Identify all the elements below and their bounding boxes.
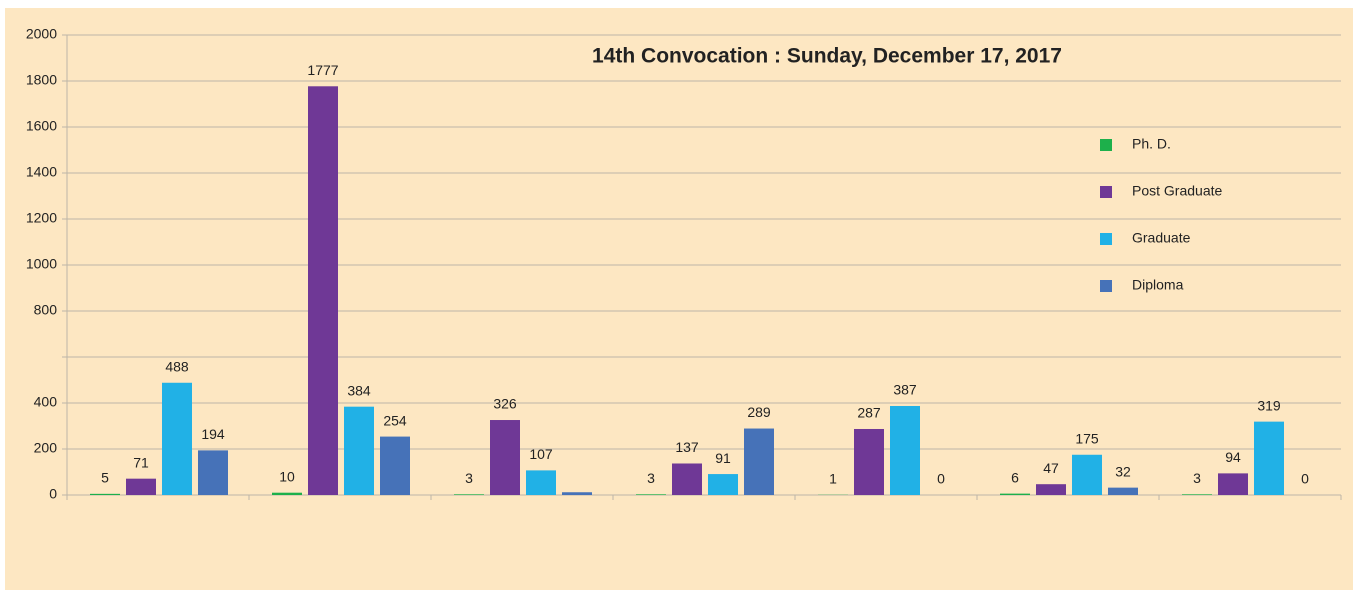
y-tick-label: 1400: [26, 164, 57, 180]
data-label: 289: [747, 404, 771, 420]
data-label: 0: [1301, 471, 1309, 487]
bar: [162, 382, 192, 495]
data-label: 254: [383, 412, 407, 428]
bar: [308, 86, 338, 495]
data-label: 319: [1257, 397, 1281, 413]
bar: [1254, 421, 1284, 495]
bar: [562, 492, 592, 495]
data-label: 6: [1011, 469, 1019, 485]
data-label: 71: [133, 454, 149, 470]
legend-swatch: [1100, 280, 1112, 292]
bar: [890, 405, 920, 495]
bar: [1218, 473, 1248, 495]
bar: [1108, 487, 1138, 495]
data-label: 384: [347, 382, 371, 398]
y-tick-label: 1000: [26, 256, 57, 272]
data-label: 194: [201, 426, 225, 442]
bar: [490, 420, 520, 495]
data-label: 10: [279, 468, 295, 484]
data-label: 287: [857, 405, 881, 421]
data-label: 5: [101, 470, 109, 486]
bar: [854, 428, 884, 495]
data-label: 91: [715, 450, 731, 466]
chart-background: [5, 8, 1353, 590]
legend-label: Post Graduate: [1132, 183, 1222, 199]
y-tick-label: 0: [49, 486, 57, 502]
bar: [708, 474, 738, 495]
data-label: 32: [1115, 463, 1131, 479]
data-label: 326: [493, 396, 517, 412]
data-label: 3: [465, 470, 473, 486]
bar: [636, 494, 666, 495]
data-label: 137: [675, 439, 699, 455]
bar: [380, 436, 410, 495]
legend-label: Ph. D.: [1132, 136, 1171, 152]
y-tick-label: 1200: [26, 210, 57, 226]
bar: [126, 478, 156, 495]
y-tick-label: 800: [34, 302, 58, 318]
data-label: 107: [529, 446, 553, 462]
y-tick-label: 1600: [26, 118, 57, 134]
legend-label: Diploma: [1132, 277, 1184, 293]
data-label: 175: [1075, 430, 1099, 446]
data-label: 1: [829, 470, 837, 486]
legend-swatch: [1100, 186, 1112, 198]
data-label: 1777: [307, 62, 338, 78]
bar: [1072, 454, 1102, 495]
bar: [1000, 493, 1030, 495]
data-label: 47: [1043, 460, 1059, 476]
bar: [90, 493, 120, 495]
data-label: 3: [647, 470, 655, 486]
bar: [1182, 494, 1212, 495]
data-label: 488: [165, 358, 189, 374]
chart-title: 14th Convocation : Sunday, December 17, …: [592, 45, 1062, 68]
data-label: 387: [893, 382, 917, 398]
data-label: 0: [937, 471, 945, 487]
data-label: 3: [1193, 470, 1201, 486]
legend-swatch: [1100, 233, 1112, 245]
bar: [672, 463, 702, 495]
bar: [526, 470, 556, 495]
y-tick-label: 400: [34, 394, 58, 410]
legend-swatch: [1100, 139, 1112, 151]
legend-label: Graduate: [1132, 230, 1191, 246]
bar: [1036, 484, 1066, 495]
y-tick-label: 2000: [26, 26, 57, 42]
y-tick-label: 200: [34, 440, 58, 456]
y-tick-label: 1800: [26, 72, 57, 88]
data-label: 94: [1225, 449, 1241, 465]
bar: [198, 450, 228, 495]
bar: [744, 428, 774, 495]
bar: [454, 494, 484, 495]
bar: [344, 406, 374, 495]
bar: [272, 492, 302, 495]
